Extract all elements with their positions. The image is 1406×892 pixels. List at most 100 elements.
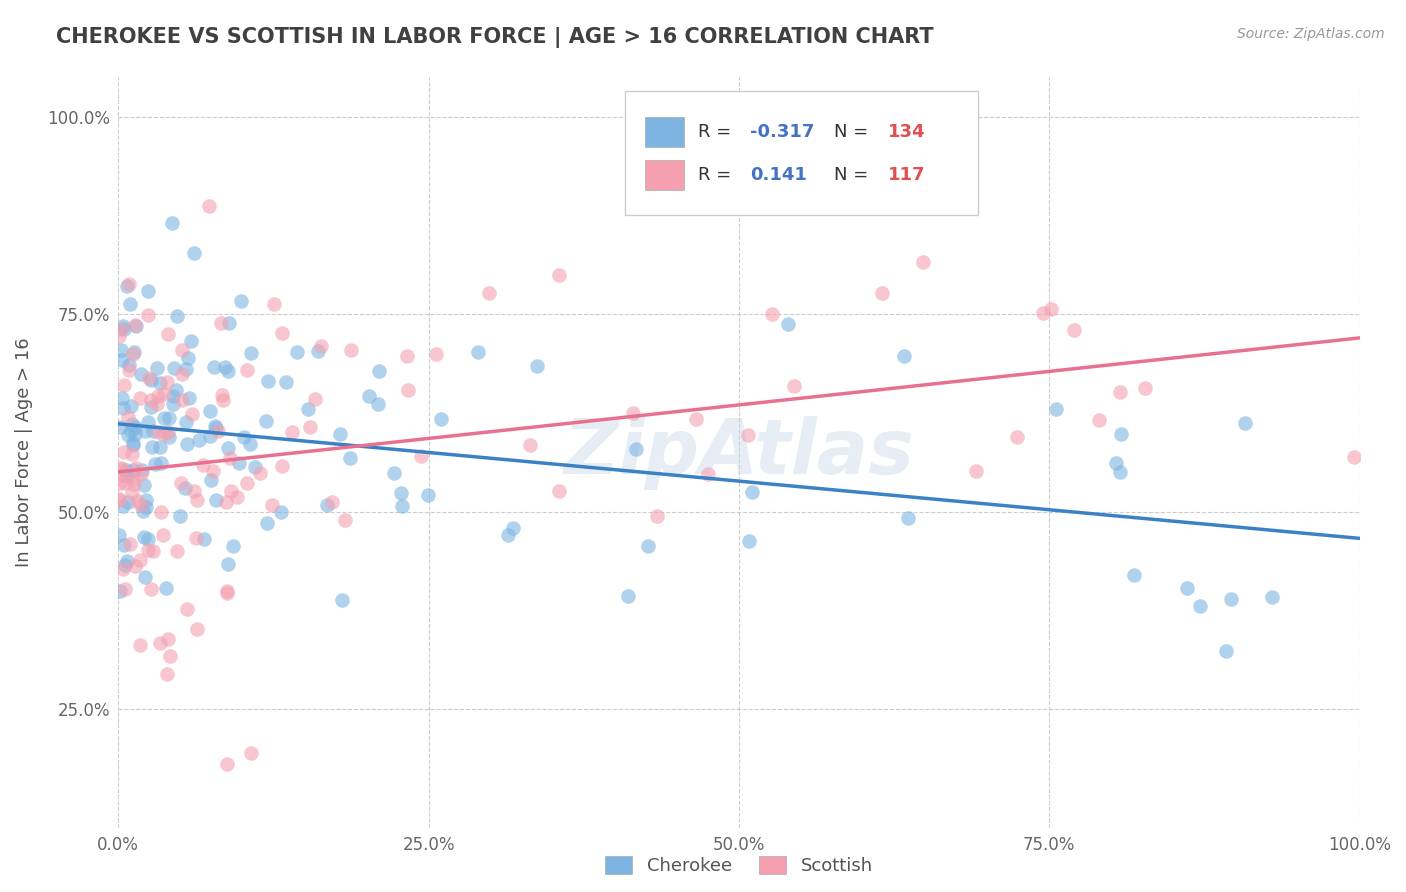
Point <box>107 329 129 343</box>
Point <box>239 746 262 760</box>
Point <box>114 582 136 597</box>
Point <box>174 361 197 376</box>
Point <box>186 493 208 508</box>
Point <box>174 481 197 495</box>
Point <box>115 554 138 568</box>
Point <box>157 425 180 440</box>
Legend: Cherokee, Scottish: Cherokee, Scottish <box>598 848 880 882</box>
Point <box>118 358 141 372</box>
Point <box>112 537 135 551</box>
Point <box>122 476 145 491</box>
Point <box>107 528 129 542</box>
Point <box>136 532 159 546</box>
Point <box>193 532 215 546</box>
Point <box>205 493 228 508</box>
Point <box>425 347 447 361</box>
Point <box>166 543 188 558</box>
Point <box>637 540 659 554</box>
Point <box>157 632 180 647</box>
Point <box>498 528 520 542</box>
Point <box>1031 306 1053 320</box>
Point <box>235 362 257 376</box>
Point <box>132 478 155 492</box>
FancyBboxPatch shape <box>644 160 685 190</box>
Point <box>519 437 541 451</box>
Point <box>204 420 226 434</box>
Point <box>166 310 188 324</box>
Text: N =: N = <box>834 166 875 184</box>
Point <box>153 426 176 441</box>
Point <box>359 389 381 403</box>
Point <box>285 345 308 359</box>
Point <box>204 418 226 433</box>
Point <box>117 279 139 293</box>
Point <box>149 636 172 650</box>
Point <box>391 499 413 513</box>
Point <box>897 511 920 525</box>
Point <box>1045 402 1067 417</box>
Point <box>112 378 135 392</box>
Point <box>467 345 489 359</box>
Point <box>225 490 247 504</box>
Point <box>332 592 354 607</box>
Point <box>340 343 363 357</box>
Point <box>122 463 145 477</box>
Point <box>249 466 271 480</box>
Point <box>526 359 548 373</box>
Point <box>304 392 326 407</box>
Point <box>186 622 208 636</box>
Text: 134: 134 <box>887 123 925 141</box>
Point <box>478 286 501 301</box>
Point <box>1108 384 1130 399</box>
Point <box>274 375 297 389</box>
Point <box>139 374 162 388</box>
Text: -0.317: -0.317 <box>749 123 814 141</box>
Point <box>142 544 165 558</box>
Point <box>783 379 806 393</box>
Point <box>146 389 169 403</box>
Point <box>146 361 169 376</box>
Point <box>149 505 172 519</box>
Point <box>339 451 361 466</box>
Point <box>127 493 149 508</box>
Point <box>396 350 419 364</box>
Point <box>122 472 145 486</box>
Point <box>180 407 202 421</box>
Point <box>180 334 202 348</box>
Point <box>183 484 205 499</box>
Point <box>120 424 142 438</box>
Text: R =: R = <box>697 166 737 184</box>
Point <box>316 498 339 512</box>
Point <box>132 530 155 544</box>
Point <box>1088 413 1111 427</box>
Point <box>115 463 138 477</box>
Point <box>176 436 198 450</box>
Point <box>146 397 169 411</box>
Point <box>148 425 170 439</box>
Point <box>170 476 193 491</box>
Point <box>299 420 322 434</box>
Point <box>108 475 131 490</box>
Point <box>502 521 524 535</box>
Point <box>547 483 569 498</box>
Point <box>281 425 304 439</box>
Point <box>263 297 285 311</box>
Point <box>152 410 174 425</box>
FancyBboxPatch shape <box>644 117 685 147</box>
Point <box>122 435 145 450</box>
Point <box>776 317 799 331</box>
Point <box>166 383 188 397</box>
Point <box>616 589 638 603</box>
Point <box>215 584 238 599</box>
Point <box>214 359 236 374</box>
Point <box>152 528 174 542</box>
Point <box>1005 430 1028 444</box>
Point <box>121 417 143 432</box>
Point <box>243 460 266 475</box>
Point <box>162 397 184 411</box>
Point <box>143 457 166 471</box>
Point <box>270 505 292 519</box>
Point <box>170 392 193 407</box>
Point <box>112 322 135 336</box>
Point <box>309 339 332 353</box>
